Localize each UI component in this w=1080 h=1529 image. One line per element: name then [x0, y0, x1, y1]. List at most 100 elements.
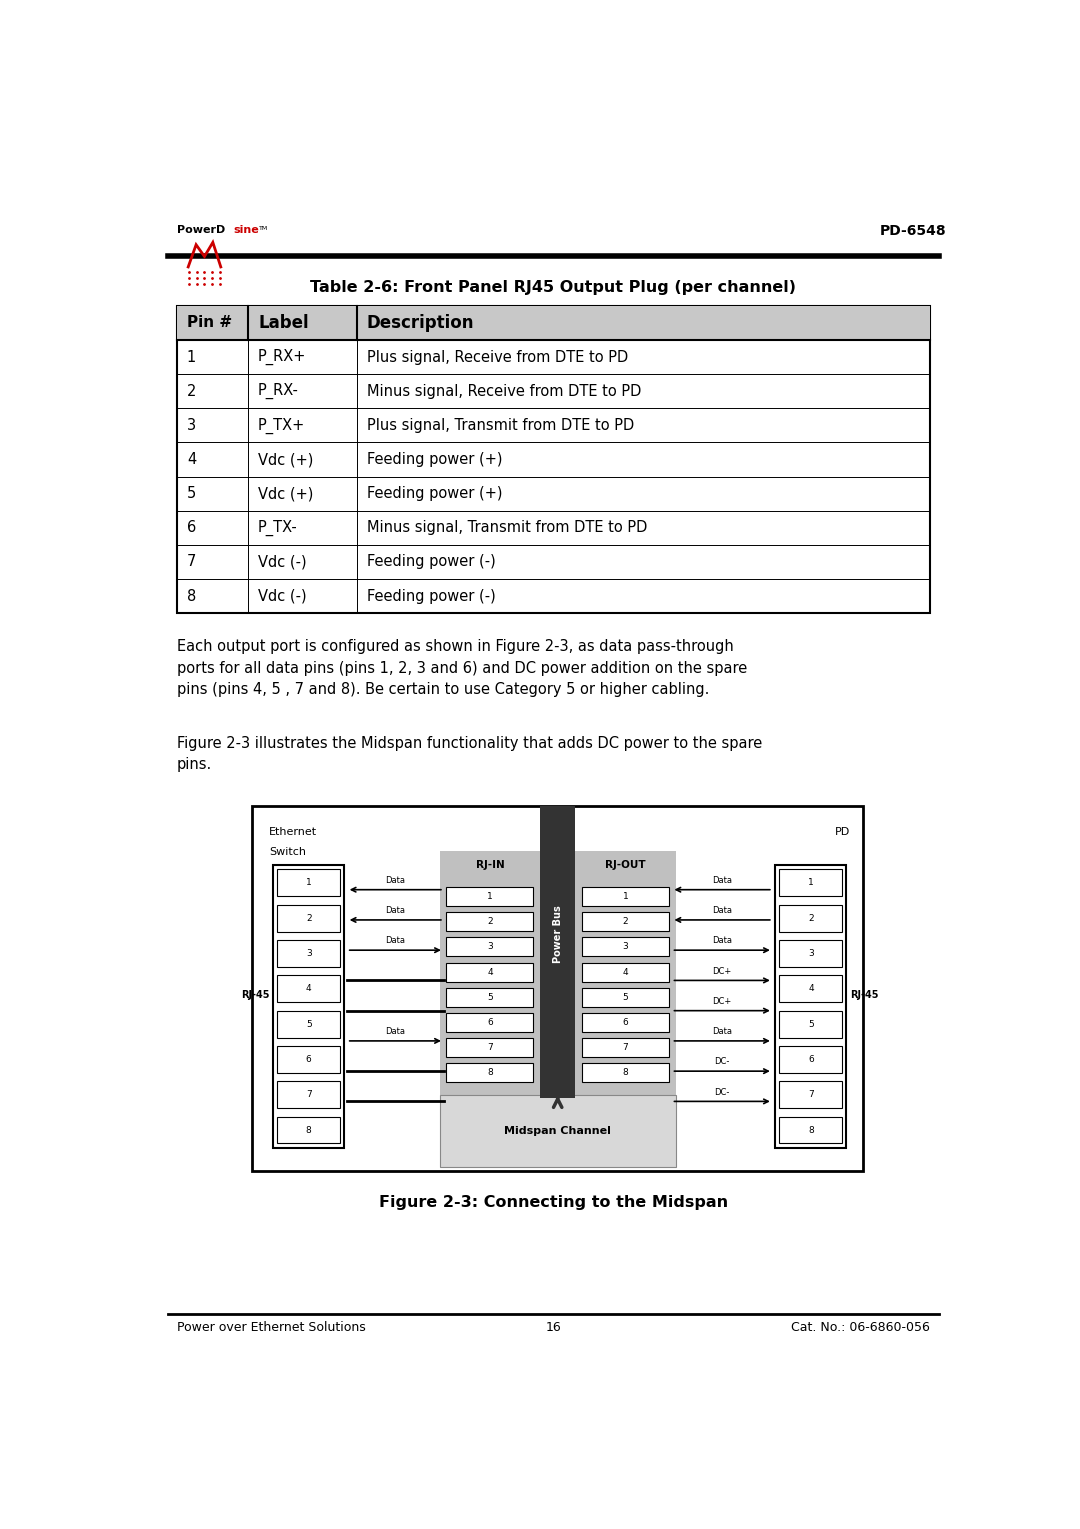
- Text: Feeding power (-): Feeding power (-): [367, 555, 496, 569]
- Text: RJ-45: RJ-45: [850, 989, 878, 1000]
- Text: Description: Description: [367, 313, 474, 332]
- Text: Plus signal, Receive from DTE to PD: Plus signal, Receive from DTE to PD: [367, 350, 629, 364]
- Bar: [780, 940, 842, 966]
- Text: Data: Data: [712, 1027, 732, 1037]
- Text: Label: Label: [258, 313, 309, 332]
- Text: 6: 6: [187, 520, 197, 535]
- Bar: [440, 852, 540, 1095]
- Text: 3: 3: [622, 942, 629, 951]
- Bar: [582, 913, 669, 931]
- Text: Data: Data: [386, 1027, 405, 1037]
- Text: 7: 7: [487, 1043, 492, 1052]
- Bar: [278, 1116, 340, 1144]
- Bar: [582, 1038, 669, 1057]
- Text: 6: 6: [487, 1018, 492, 1027]
- Bar: [540, 806, 576, 1098]
- Text: 5: 5: [187, 486, 197, 502]
- Text: 7: 7: [622, 1043, 629, 1052]
- Text: 5: 5: [808, 1020, 813, 1029]
- Bar: [775, 865, 847, 1148]
- Text: Midspan Channel: Midspan Channel: [504, 1125, 611, 1136]
- Text: 6: 6: [622, 1018, 629, 1027]
- Bar: [446, 1063, 534, 1083]
- Text: Each output port is configured as shown in Figure 2-3, as data pass-through
port: Each output port is configured as shown …: [177, 639, 747, 697]
- Text: Power Bus: Power Bus: [553, 905, 563, 963]
- Bar: [446, 988, 534, 1006]
- Text: 2: 2: [623, 917, 629, 927]
- Text: P_RX+: P_RX+: [258, 349, 307, 365]
- Text: Vdc (+): Vdc (+): [258, 486, 313, 502]
- Text: 4: 4: [306, 985, 311, 994]
- Bar: [278, 1081, 340, 1109]
- Bar: [278, 1011, 340, 1038]
- Bar: [582, 1012, 669, 1032]
- Text: DC+: DC+: [713, 966, 732, 976]
- Bar: [780, 905, 842, 931]
- Bar: [446, 913, 534, 931]
- Text: 5: 5: [622, 992, 629, 1001]
- Bar: [582, 1063, 669, 1083]
- Text: Figure 2-3: Connecting to the Midspan: Figure 2-3: Connecting to the Midspan: [379, 1194, 728, 1209]
- Bar: [780, 976, 842, 1001]
- Bar: [780, 870, 842, 896]
- Bar: [446, 937, 534, 957]
- Text: 8: 8: [187, 589, 197, 604]
- Bar: [278, 870, 340, 896]
- Text: 6: 6: [808, 1055, 813, 1064]
- Bar: [780, 1116, 842, 1144]
- Text: 3: 3: [487, 942, 492, 951]
- Text: Data: Data: [712, 876, 732, 885]
- Text: P_RX-: P_RX-: [258, 384, 299, 399]
- Bar: [446, 1012, 534, 1032]
- Text: 1: 1: [808, 878, 813, 887]
- Text: Power over Ethernet Solutions: Power over Ethernet Solutions: [177, 1321, 366, 1335]
- Text: 4: 4: [187, 453, 197, 466]
- Text: 8: 8: [306, 1125, 311, 1135]
- Text: 4: 4: [623, 968, 629, 977]
- Text: 2: 2: [487, 917, 492, 927]
- Text: DC-: DC-: [715, 1058, 730, 1066]
- Text: Vdc (-): Vdc (-): [258, 555, 307, 569]
- Text: PD-6548: PD-6548: [880, 223, 947, 237]
- Text: Figure 2-3 illustrates the Midspan functionality that adds DC power to the spare: Figure 2-3 illustrates the Midspan funct…: [177, 735, 762, 772]
- Bar: [582, 963, 669, 982]
- Text: Feeding power (+): Feeding power (+): [367, 486, 502, 502]
- Text: 4: 4: [808, 985, 813, 994]
- Text: DC-: DC-: [715, 1087, 730, 1096]
- Text: Vdc (-): Vdc (-): [258, 589, 307, 604]
- Text: 2: 2: [187, 384, 197, 399]
- Text: 1: 1: [306, 878, 311, 887]
- Text: Data: Data: [712, 907, 732, 916]
- Text: Ethernet: Ethernet: [269, 827, 318, 838]
- Text: sine: sine: [233, 225, 259, 235]
- Bar: [278, 940, 340, 966]
- Text: 5: 5: [487, 992, 492, 1001]
- Text: RJ-45: RJ-45: [241, 989, 270, 1000]
- Bar: [278, 905, 340, 931]
- Text: TM: TM: [259, 226, 268, 231]
- Text: Feeding power (-): Feeding power (-): [367, 589, 496, 604]
- Text: Vdc (+): Vdc (+): [258, 453, 313, 466]
- Text: Data: Data: [386, 936, 405, 945]
- Text: 8: 8: [487, 1069, 492, 1078]
- Text: 1: 1: [487, 891, 492, 901]
- Text: 1: 1: [187, 350, 197, 364]
- Text: Data: Data: [386, 876, 405, 885]
- Text: 3: 3: [187, 417, 195, 433]
- Bar: [278, 1046, 340, 1073]
- Text: Data: Data: [712, 936, 732, 945]
- Text: PD: PD: [835, 827, 850, 838]
- Text: 8: 8: [622, 1069, 629, 1078]
- Bar: [440, 1095, 676, 1167]
- Text: Switch: Switch: [269, 847, 306, 858]
- Bar: [582, 988, 669, 1006]
- Text: 7: 7: [808, 1090, 813, 1099]
- Text: PowerD: PowerD: [177, 225, 225, 235]
- Bar: [582, 937, 669, 957]
- Bar: [446, 1038, 534, 1057]
- Text: 7: 7: [306, 1090, 311, 1099]
- Text: Minus signal, Transmit from DTE to PD: Minus signal, Transmit from DTE to PD: [367, 520, 647, 535]
- Bar: [278, 976, 340, 1001]
- Text: 8: 8: [808, 1125, 813, 1135]
- Text: 16: 16: [545, 1321, 562, 1335]
